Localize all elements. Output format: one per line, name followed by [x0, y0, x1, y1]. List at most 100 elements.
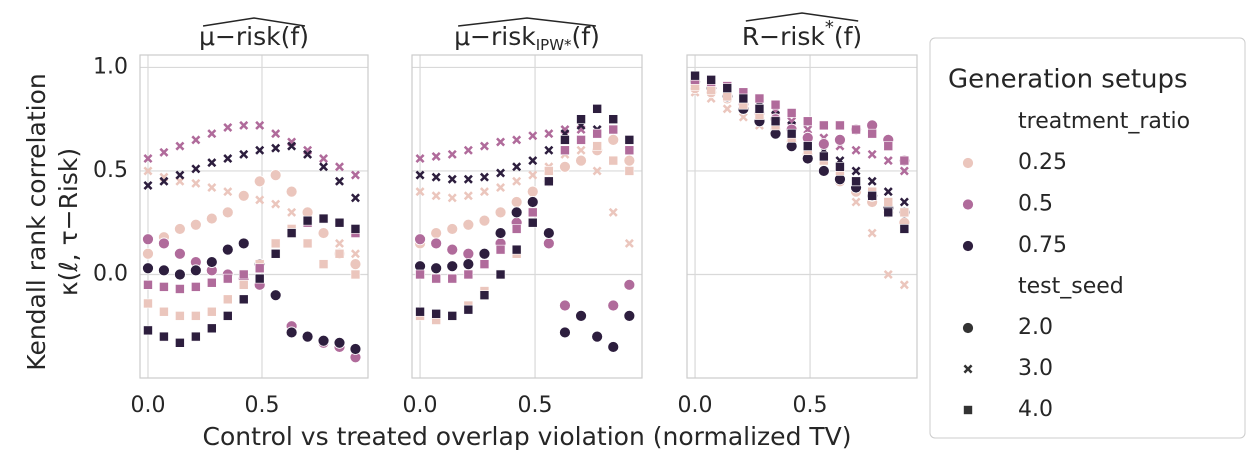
panel-title: μ−riskIPW*(f)	[454, 22, 600, 54]
point	[851, 197, 861, 207]
point	[623, 309, 636, 322]
point	[496, 137, 506, 147]
point	[349, 343, 362, 355]
point	[430, 237, 443, 250]
point	[623, 278, 636, 291]
title-part: (f)	[572, 22, 600, 51]
point	[608, 207, 618, 217]
point	[575, 154, 587, 167]
title-hat	[745, 12, 859, 22]
legend-label: 3.0	[1018, 356, 1053, 381]
point	[173, 268, 186, 281]
point	[722, 104, 732, 114]
point	[431, 151, 441, 161]
point	[899, 280, 909, 290]
point	[463, 269, 474, 280]
point	[512, 176, 522, 186]
legend-subtitle: test_seed	[1018, 274, 1124, 299]
point	[415, 306, 425, 317]
x-tick-label: 0.5	[244, 393, 279, 418]
point	[462, 218, 475, 231]
point	[207, 158, 217, 168]
point	[479, 290, 490, 300]
title-hat	[458, 17, 596, 27]
title-part: (f)	[834, 22, 862, 51]
point	[624, 238, 634, 248]
point	[559, 326, 571, 339]
point	[899, 155, 910, 166]
point	[544, 145, 554, 155]
title-hat	[202, 17, 306, 27]
point	[238, 280, 249, 290]
point	[191, 135, 201, 145]
point	[479, 259, 490, 269]
point	[271, 199, 281, 209]
x-tick-label: 0.5	[518, 393, 553, 418]
point	[463, 304, 474, 315]
legend-marker	[963, 405, 973, 415]
point	[867, 128, 877, 139]
point	[542, 227, 555, 239]
legend-marker	[962, 240, 974, 252]
point	[142, 247, 154, 260]
point	[191, 282, 201, 292]
point	[495, 269, 506, 280]
point	[835, 120, 845, 131]
x-tick-label: 0.5	[793, 393, 828, 418]
point	[899, 224, 910, 234]
x-axis-label: Control vs treated overlap violation (no…	[202, 422, 851, 451]
point	[592, 166, 602, 176]
point	[851, 124, 861, 135]
point	[175, 338, 185, 348]
legend-label: 0.75	[1018, 233, 1067, 258]
x-tick-label: 0.0	[130, 393, 165, 418]
point	[431, 273, 441, 284]
point	[867, 149, 877, 159]
y-axis-label: Kendall rank correlation	[22, 73, 51, 370]
point	[431, 191, 441, 201]
point	[269, 289, 282, 302]
point	[301, 330, 314, 343]
point	[158, 237, 170, 250]
point	[624, 166, 635, 176]
point	[334, 217, 345, 228]
y-axis-label: κ(ℓ, τ−Risk)	[54, 148, 83, 296]
point	[542, 237, 555, 250]
point	[706, 85, 716, 95]
point	[463, 145, 473, 155]
title-part: IPW*	[536, 36, 572, 54]
x-tick-label: 0.0	[678, 393, 713, 418]
point	[623, 154, 636, 167]
point	[237, 237, 250, 250]
point	[592, 141, 602, 151]
point	[511, 244, 522, 255]
point	[143, 325, 153, 336]
title-part: *	[825, 17, 834, 38]
point	[817, 138, 830, 150]
point	[867, 176, 877, 186]
title-part: μ−risk	[454, 22, 536, 51]
legend-title: Generation setups	[948, 65, 1188, 95]
point	[175, 170, 185, 180]
point	[189, 264, 202, 277]
point	[270, 248, 281, 259]
point	[510, 196, 523, 208]
point	[494, 227, 507, 239]
point	[528, 131, 538, 141]
point	[222, 273, 233, 284]
point	[883, 269, 893, 279]
point	[835, 162, 845, 172]
point	[349, 258, 362, 271]
point	[350, 249, 360, 259]
point	[255, 195, 265, 205]
point	[883, 156, 893, 166]
point	[528, 156, 538, 166]
point	[173, 223, 186, 235]
point	[159, 282, 169, 292]
point	[495, 244, 506, 255]
point	[512, 135, 522, 145]
point	[478, 247, 491, 260]
point	[287, 141, 297, 151]
point	[239, 120, 249, 130]
